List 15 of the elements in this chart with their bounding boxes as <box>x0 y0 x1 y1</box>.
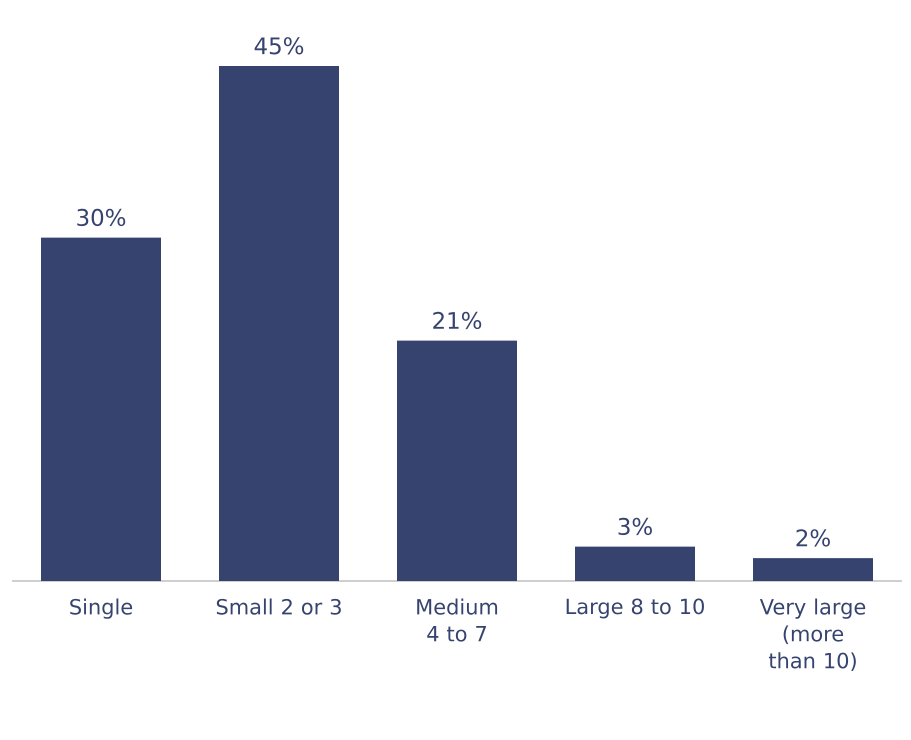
bar <box>219 66 340 581</box>
data-label: 45% <box>254 37 304 54</box>
data-label: 3% <box>618 518 652 536</box>
x-tick-label: Large 8 to 10 <box>566 598 704 618</box>
bar <box>575 546 696 581</box>
x-tick-label: Small 2 or 3 <box>216 598 341 615</box>
x-tick-label: Single <box>70 598 132 619</box>
bar <box>397 340 518 581</box>
x-tick-label: Very large (more than 10) <box>760 598 866 671</box>
data-label: 30% <box>77 208 126 226</box>
data-label: 21% <box>433 312 482 330</box>
data-label: 2% <box>796 529 830 547</box>
bar <box>753 558 874 581</box>
x-tick-label: Medium 4 to 7 <box>417 598 498 642</box>
bar <box>41 238 162 581</box>
